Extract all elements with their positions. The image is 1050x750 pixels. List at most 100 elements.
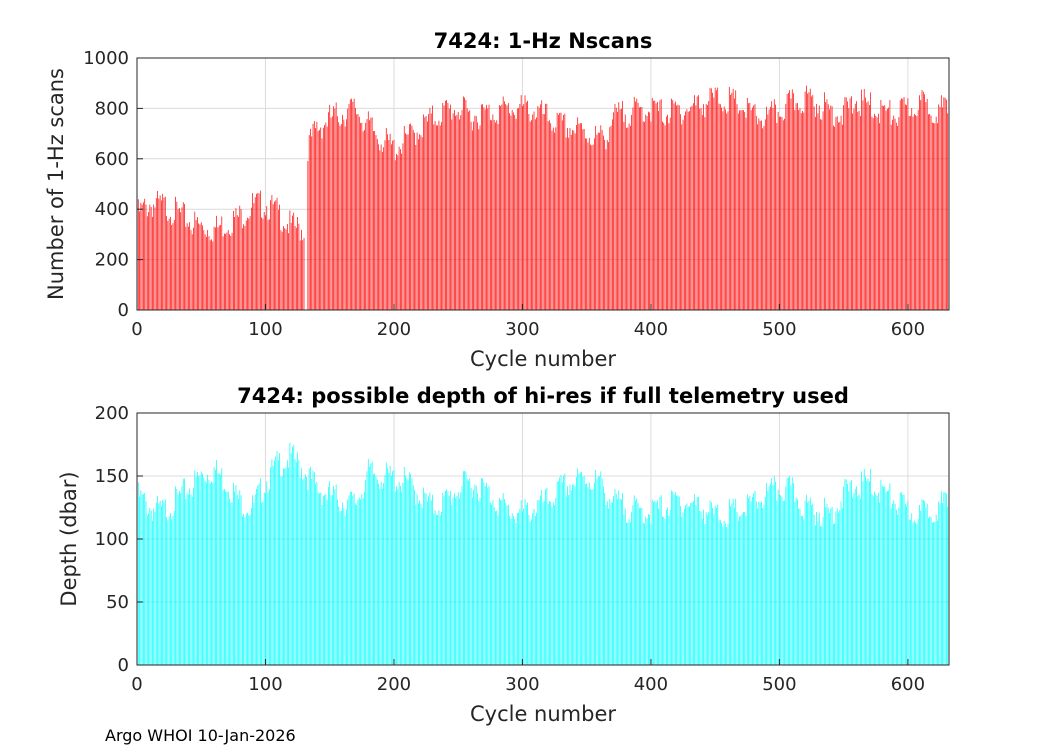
top-bar — [925, 102, 927, 310]
bottom-bar — [916, 524, 918, 665]
top-bar — [391, 144, 392, 310]
top-bar — [267, 219, 269, 310]
bottom-bar — [355, 503, 356, 665]
top-bar — [365, 122, 367, 310]
top-bar — [236, 215, 238, 310]
top-x-tick-label: 600 — [891, 319, 925, 340]
top-bar — [149, 204, 151, 310]
top-bar — [433, 124, 435, 310]
bottom-bar — [414, 489, 415, 665]
bottom-bar — [225, 491, 227, 665]
bottom-bar — [897, 514, 898, 665]
top-bar — [220, 225, 221, 310]
top-bar — [206, 236, 207, 310]
bottom-bar — [701, 519, 703, 665]
bottom-bar — [635, 500, 636, 665]
bottom-bar — [330, 495, 332, 665]
bottom-bar — [285, 467, 287, 665]
bottom-bar — [740, 515, 742, 665]
top-bar — [568, 137, 570, 310]
top-bar — [357, 114, 359, 310]
top-bar — [437, 125, 438, 311]
top-bar — [360, 123, 361, 310]
top-bar — [234, 216, 235, 310]
bottom-bar — [748, 498, 749, 665]
bottom-bar — [579, 472, 581, 665]
top-bar — [157, 190, 158, 310]
top-bar — [420, 135, 422, 310]
top-bar — [519, 103, 521, 310]
top-bar — [436, 125, 437, 310]
bottom-bar — [608, 508, 609, 665]
bottom-bar — [428, 496, 430, 665]
top-bar — [935, 116, 937, 311]
bottom-bar — [362, 497, 364, 665]
top-bar — [466, 108, 468, 310]
bottom-bar — [407, 480, 409, 665]
bottom-bar — [597, 476, 599, 665]
top-bar — [665, 116, 667, 310]
top-bar — [570, 134, 572, 310]
top-bar — [768, 109, 770, 310]
top-bar — [185, 226, 187, 310]
bottom-bar — [656, 500, 658, 665]
top-bar — [863, 88, 865, 310]
bottom-bar — [347, 499, 349, 665]
bottom-bar — [929, 516, 931, 665]
bottom-bar — [534, 515, 536, 665]
top-bar — [933, 122, 934, 310]
top-bar — [154, 207, 156, 310]
bottom-bar — [239, 490, 241, 665]
top-bar — [712, 92, 713, 310]
top-bar — [203, 230, 205, 310]
top-bar — [411, 125, 413, 310]
top-bar — [312, 123, 314, 310]
bottom-bar — [370, 463, 372, 665]
top-bar — [901, 98, 902, 310]
bottom-bar — [709, 500, 711, 665]
top-bar — [180, 212, 182, 310]
top-bar — [687, 111, 689, 310]
top-bar — [529, 121, 531, 310]
bottom-bar — [194, 470, 196, 665]
top-bar — [803, 112, 805, 310]
bottom-y-ticks: 0 50 100 150 200 — [95, 403, 143, 676]
bottom-bar — [820, 526, 821, 665]
top-bar — [830, 105, 832, 310]
top-bar — [367, 111, 369, 310]
bottom-bar — [831, 507, 833, 665]
bottom-bar — [881, 485, 883, 665]
top-bar — [662, 121, 663, 310]
bottom-bar — [912, 522, 914, 665]
top-bar — [673, 103, 675, 310]
bottom-bar — [734, 507, 735, 665]
bottom-bar — [152, 520, 153, 665]
top-bar — [834, 126, 836, 310]
top-bar — [888, 107, 889, 311]
top-bar — [928, 114, 929, 310]
top-bar — [870, 92, 871, 310]
bottom-bar — [886, 490, 888, 665]
top-bar — [786, 94, 788, 311]
top-bar — [700, 108, 702, 310]
top-bar — [216, 215, 218, 310]
top-bar — [297, 217, 298, 310]
bottom-bar — [755, 501, 757, 665]
top-bar — [581, 123, 582, 310]
bottom-bar — [590, 489, 591, 665]
top-bar — [263, 212, 265, 310]
top-bar — [816, 103, 818, 311]
top-bar — [506, 105, 508, 310]
bottom-bar — [717, 504, 719, 665]
top-bar — [342, 114, 343, 310]
top-bar — [859, 116, 861, 311]
bottom-bar — [795, 497, 797, 665]
bottom-bar — [434, 510, 436, 665]
bottom-bar — [703, 509, 704, 665]
top-bar — [881, 105, 883, 310]
bottom-bar — [433, 513, 435, 665]
bottom-bar — [215, 469, 216, 665]
top-bar — [672, 100, 674, 310]
top-bar — [930, 115, 932, 311]
top-bar — [148, 212, 149, 310]
